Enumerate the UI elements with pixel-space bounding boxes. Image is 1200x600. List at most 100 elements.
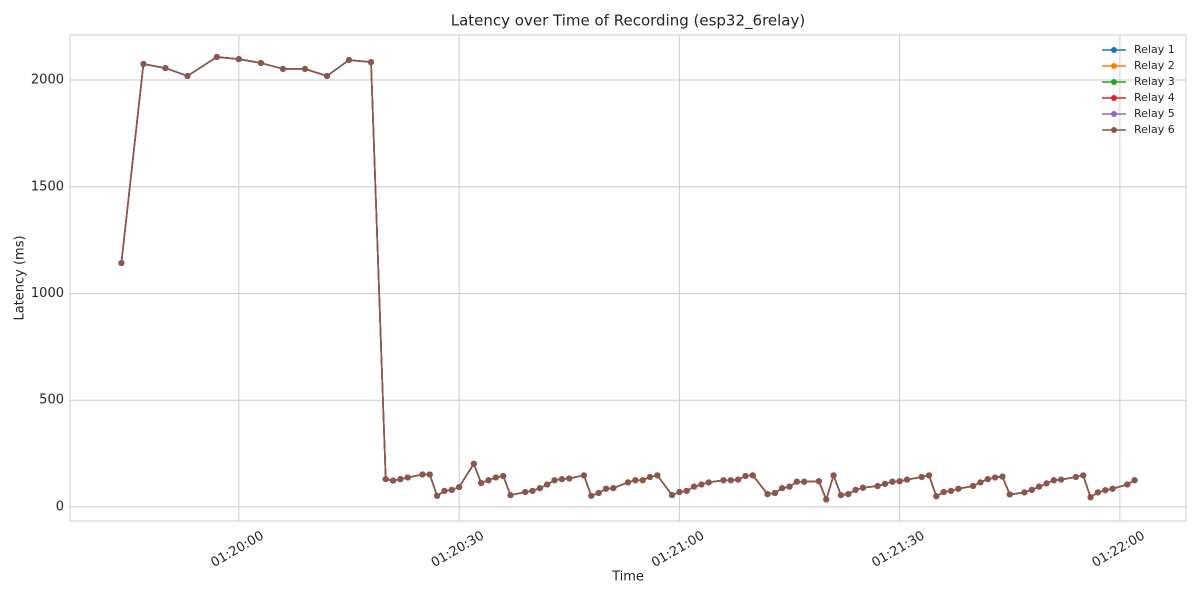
point <box>397 476 404 483</box>
point <box>735 476 742 483</box>
point <box>749 472 756 479</box>
point <box>1043 480 1050 487</box>
legend-marker <box>1111 79 1117 85</box>
point <box>257 59 264 66</box>
x-axis-label: Time <box>611 570 644 585</box>
point <box>727 477 734 484</box>
point <box>426 471 433 478</box>
point <box>522 488 529 495</box>
point <box>889 478 896 485</box>
legend-marker <box>1111 63 1117 69</box>
point <box>529 487 536 494</box>
point <box>602 485 609 492</box>
point <box>301 65 308 72</box>
point <box>235 56 242 63</box>
point <box>977 479 984 486</box>
point <box>691 483 698 490</box>
point <box>896 478 903 485</box>
point <box>419 471 426 478</box>
point <box>1058 476 1065 483</box>
point <box>852 486 859 493</box>
point <box>485 477 492 484</box>
point <box>837 492 844 499</box>
point <box>610 485 617 492</box>
x-tick-label: 01:20:00 <box>209 529 267 571</box>
point <box>845 491 852 498</box>
y-tick-label: 1000 <box>31 286 64 301</box>
point <box>323 72 330 79</box>
point <box>1080 472 1087 479</box>
point <box>1006 491 1013 498</box>
point <box>1036 483 1043 490</box>
legend-marker <box>1111 111 1117 117</box>
point <box>859 484 866 491</box>
point <box>698 481 705 488</box>
legend-marker <box>1111 47 1117 53</box>
point <box>1124 481 1131 488</box>
point <box>874 482 881 489</box>
point <box>632 477 639 484</box>
point <box>595 490 602 497</box>
point <box>830 472 837 479</box>
point <box>779 485 786 492</box>
legend: Relay 1 Relay 2 Relay 3 Relay 4 Relay 5 Relay… <box>1102 43 1175 136</box>
point <box>162 65 169 72</box>
point <box>456 484 463 491</box>
point <box>940 488 947 495</box>
point <box>1087 494 1094 501</box>
y-tick-label: 1500 <box>31 179 64 194</box>
point <box>1131 477 1138 484</box>
point <box>918 474 925 481</box>
legend-label: Relay 2 <box>1134 59 1175 72</box>
point <box>404 474 411 481</box>
grid <box>70 35 1186 521</box>
x-tick-label: 01:20:30 <box>429 529 487 571</box>
point <box>705 479 712 486</box>
point <box>500 472 507 479</box>
point <box>1102 487 1109 494</box>
point <box>801 478 808 485</box>
point <box>654 472 661 479</box>
point <box>999 473 1006 480</box>
legend-label: Relay 6 <box>1134 123 1175 136</box>
y-tick-label: 500 <box>39 393 64 408</box>
point <box>793 478 800 485</box>
point <box>448 486 455 493</box>
point <box>566 475 573 482</box>
y-tick-label: 2000 <box>31 73 64 88</box>
chart-title: Latency over Time of Recording (esp32_6r… <box>451 12 805 31</box>
y-axis-label: Latency (ms) <box>13 235 28 320</box>
point <box>742 472 749 479</box>
point <box>926 472 933 479</box>
x-tick-label: 01:22:00 <box>1090 529 1148 571</box>
point <box>815 478 822 485</box>
point <box>823 496 830 503</box>
point <box>669 492 676 499</box>
point <box>118 259 125 266</box>
point <box>948 487 955 494</box>
point <box>478 480 485 487</box>
point <box>764 491 771 498</box>
point <box>551 477 558 484</box>
point <box>492 474 499 481</box>
series-line <box>120 56 1135 502</box>
point <box>970 482 977 489</box>
legend-label: Relay 5 <box>1134 107 1175 120</box>
point <box>955 485 962 492</box>
series <box>118 53 1138 503</box>
legend-marker <box>1111 95 1117 101</box>
point <box>1072 474 1079 481</box>
point <box>676 488 683 495</box>
point <box>588 492 595 499</box>
point <box>184 72 191 79</box>
point <box>382 476 389 483</box>
point <box>1050 477 1057 484</box>
point <box>558 476 565 483</box>
legend-label: Relay 3 <box>1134 75 1175 88</box>
point <box>140 61 147 68</box>
legend-label: Relay 1 <box>1134 43 1175 56</box>
point <box>279 65 286 72</box>
point <box>1028 486 1035 493</box>
point <box>639 477 646 484</box>
